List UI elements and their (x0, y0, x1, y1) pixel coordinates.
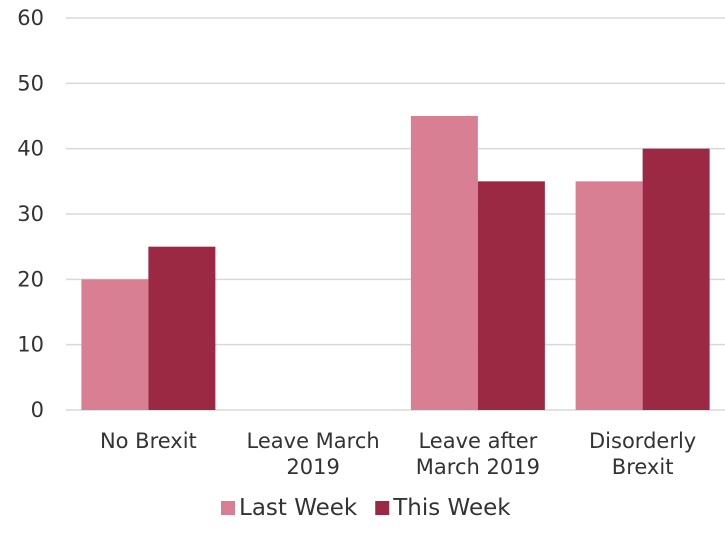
legend: Last Week This Week (221, 495, 511, 521)
y-tick-label: 60 (17, 6, 44, 30)
x-tick-label: Leave March (247, 429, 380, 453)
x-tick-label: Disorderly (589, 429, 696, 453)
x-tick-label: 2019 (286, 455, 339, 479)
x-tick-label: March 2019 (416, 455, 540, 479)
bar-this-week (643, 149, 710, 410)
legend-label: Last Week (239, 495, 358, 521)
y-tick-label: 30 (17, 202, 44, 226)
bars (81, 116, 709, 410)
x-tick-label: Brexit (612, 455, 674, 479)
legend-swatch (375, 501, 389, 515)
y-tick-label: 20 (17, 267, 44, 291)
y-tick-label: 50 (17, 71, 44, 95)
legend-swatch (221, 501, 235, 515)
legend-label: This Week (392, 495, 511, 521)
bar-last-week (411, 116, 478, 410)
y-tick-label: 40 (17, 137, 44, 161)
bar-this-week (148, 247, 215, 410)
bar-last-week (81, 279, 148, 410)
y-tick-label: 0 (31, 398, 44, 422)
x-tick-label: Leave after (418, 429, 537, 453)
y-tick-label: 10 (17, 333, 44, 357)
bar-this-week (478, 181, 545, 410)
x-tick-label: No Brexit (100, 429, 197, 453)
bar-last-week (576, 181, 643, 410)
y-axis-ticks: 0 10 20 30 40 50 60 (17, 6, 44, 422)
